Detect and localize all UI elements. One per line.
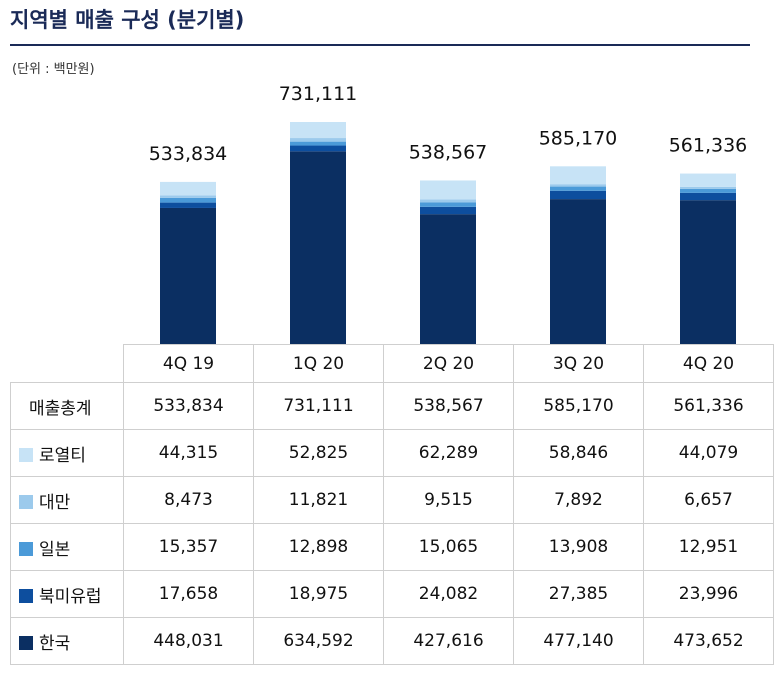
page-title: 지역별 매출 구성 (분기별) — [10, 8, 245, 32]
cell-4-2: 18,975 — [253, 570, 384, 618]
cell-5-1: 448,031 — [123, 617, 254, 665]
legend-swatch — [19, 541, 33, 556]
cell-3-3: 15,065 — [383, 523, 514, 571]
row-label-2: 대만 — [10, 476, 124, 524]
row-label-5: 한국 — [10, 617, 124, 665]
cell-2-4: 7,892 — [513, 476, 644, 524]
total-label-3: 538,567 — [409, 141, 488, 163]
bar-segment-5-1 — [160, 181, 216, 196]
total-label-2: 731,111 — [279, 83, 358, 105]
bar-segment-5-4 — [550, 166, 606, 185]
row-label-1: 로열티 — [10, 429, 124, 477]
legend-swatch — [19, 447, 33, 462]
cell-4-3: 24,082 — [383, 570, 514, 618]
cell-4-5: 23,996 — [643, 570, 774, 618]
bar-segment-1-2 — [290, 151, 346, 344]
series-name: 대만 — [39, 492, 71, 513]
cell-3-5: 12,951 — [643, 523, 774, 571]
cell-2-1: 8,473 — [123, 476, 254, 524]
legend-swatch — [19, 635, 33, 650]
cell-5-2: 634,592 — [253, 617, 384, 665]
bar-segment-4-3 — [420, 199, 476, 203]
cell-5-5: 473,652 — [643, 617, 774, 665]
cell-2-2: 11,821 — [253, 476, 384, 524]
column-header-5: 4Q 20 — [643, 344, 774, 383]
cell-3-1: 15,357 — [123, 523, 254, 571]
column-header-3: 2Q 20 — [383, 344, 514, 383]
table-row: 한국 448,031 634,592 427,616 477,140 473,652 — [10, 617, 774, 665]
bar-segment-3-1 — [160, 197, 216, 203]
legend-swatch — [19, 494, 33, 509]
cell-total-4: 585,170 — [513, 382, 644, 430]
title-divider — [10, 44, 750, 46]
table-row: 일본 15,357 12,898 15,065 13,908 12,951 — [10, 523, 774, 571]
series-name: 한국 — [39, 633, 71, 654]
bar-segment-2-1 — [160, 202, 216, 208]
cell-1-1: 44,315 — [123, 429, 254, 477]
unit-note: (단위 : 백만원) — [12, 62, 95, 77]
cell-total-2: 731,111 — [253, 382, 384, 430]
cell-1-3: 62,289 — [383, 429, 514, 477]
bar-segment-3-4 — [550, 186, 606, 191]
total-label-5: 561,336 — [669, 135, 748, 157]
cell-3-4: 13,908 — [513, 523, 644, 571]
bar-segment-1-1 — [160, 207, 216, 344]
series-name: 북미유럽 — [39, 586, 102, 607]
bar-segment-4-2 — [290, 138, 346, 142]
column-header-4: 3Q 20 — [513, 344, 644, 383]
cell-3-2: 12,898 — [253, 523, 384, 571]
cell-2-3: 9,515 — [383, 476, 514, 524]
cell-5-3: 427,616 — [383, 617, 514, 665]
bar-segment-5-2 — [290, 122, 346, 139]
total-label-4: 585,170 — [539, 127, 618, 149]
column-header-1: 4Q 19 — [123, 344, 254, 383]
bar-segment-2-5 — [680, 192, 736, 201]
series-name: 로열티 — [39, 445, 86, 466]
bar-segment-1-4 — [550, 199, 606, 344]
table-row: 대만 8,473 11,821 9,515 7,892 6,657 — [10, 476, 774, 524]
stacked-bar-chart: 533,834 731,111 538,567 585,170 561,336 — [149, 83, 748, 344]
table-corner — [10, 344, 124, 383]
bar-segment-2-4 — [550, 190, 606, 200]
bar-segment-1-5 — [680, 200, 736, 344]
data-table: 4Q 19 1Q 20 2Q 20 3Q 20 4Q 20 매출총계 533,834 731,… — [10, 344, 774, 665]
bar-segment-1-3 — [420, 214, 476, 344]
cell-4-4: 27,385 — [513, 570, 644, 618]
cell-5-4: 477,140 — [513, 617, 644, 665]
column-header-2: 1Q 20 — [253, 344, 384, 383]
table-row: 매출총계 533,834 731,111 538,567 585,170 561,336 — [10, 382, 774, 430]
series-name: 일본 — [39, 539, 71, 560]
bar-segment-2-2 — [290, 145, 346, 152]
table-row: 로열티 44,315 52,825 62,289 58,846 44,079 — [10, 429, 774, 477]
cell-total-3: 538,567 — [383, 382, 514, 430]
cell-4-1: 17,658 — [123, 570, 254, 618]
cell-2-5: 6,657 — [643, 476, 774, 524]
legend-swatch — [19, 588, 33, 603]
bar-segment-4-5 — [680, 186, 736, 189]
table-row: 북미유럽 17,658 18,975 24,082 27,385 23,996 — [10, 570, 774, 618]
row-label-3: 일본 — [10, 523, 124, 571]
bar-segment-3-2 — [290, 141, 346, 146]
bar-segment-4-1 — [160, 195, 216, 198]
cell-1-5: 44,079 — [643, 429, 774, 477]
cell-total-1: 533,834 — [123, 382, 254, 430]
cell-1-4: 58,846 — [513, 429, 644, 477]
bar-segment-3-3 — [420, 202, 476, 207]
row-label-total: 매출총계 — [10, 382, 124, 430]
cell-1-2: 52,825 — [253, 429, 384, 477]
bar-segment-5-5 — [680, 173, 736, 187]
row-label-4: 북미유럽 — [10, 570, 124, 618]
total-label-1: 533,834 — [149, 143, 228, 165]
bar-segment-5-3 — [420, 180, 476, 200]
cell-total-5: 561,336 — [643, 382, 774, 430]
table-header-row: 4Q 19 1Q 20 2Q 20 3Q 20 4Q 20 — [10, 344, 774, 383]
bar-segment-3-5 — [680, 188, 736, 193]
bar-segment-4-4 — [550, 184, 606, 187]
bar-segment-2-3 — [420, 206, 476, 215]
